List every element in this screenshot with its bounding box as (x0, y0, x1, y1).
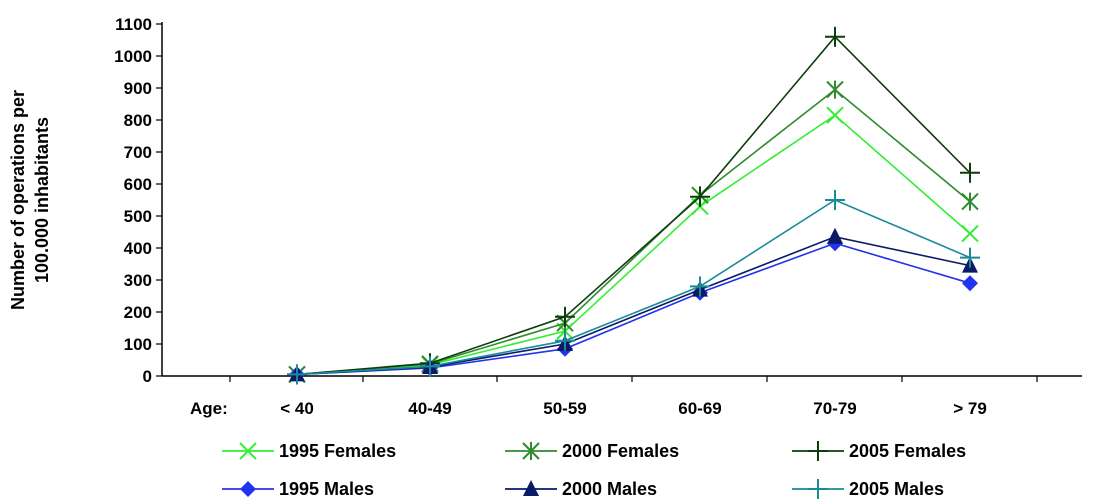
x-tick-label: 60-69 (678, 399, 721, 418)
y-tick-label: 0 (143, 367, 152, 386)
series-2005-females (287, 26, 980, 385)
legend-entry-2000-males: 2000 Males (505, 479, 657, 499)
y-tick-label: 800 (124, 111, 152, 130)
axes (161, 22, 1082, 377)
y-tick-label: 700 (124, 143, 152, 162)
series-2005-males (287, 190, 980, 385)
data-point (825, 190, 845, 210)
x-tick-label: > 79 (953, 399, 987, 418)
data-point (962, 275, 978, 292)
data-point (420, 356, 440, 377)
y-tick-label: 300 (124, 271, 152, 290)
x-tick-label: 70-79 (813, 399, 856, 418)
data-point (827, 227, 843, 244)
data-point (825, 26, 845, 47)
series-line (296, 199, 971, 376)
legend-marker (522, 442, 540, 460)
y-tick-label: 100 (124, 335, 152, 354)
legend-entry-2005-females: 2005 Females (792, 441, 966, 461)
series-line (296, 242, 971, 376)
x-tick-label: 40-49 (408, 399, 451, 418)
legend-entry-2005-males: 2005 Males (792, 479, 944, 499)
data-point (961, 192, 979, 211)
y-axis-label: Number of operations per 100.000 inhabit… (8, 90, 52, 310)
legend-marker (808, 441, 828, 461)
y-tick-label: 500 (124, 207, 152, 226)
y-axis-label-line-1: Number of operations per (8, 90, 28, 310)
y-tick-label: 600 (124, 175, 152, 194)
series-2000-males (289, 227, 978, 382)
y-axis-label-line-2: 100.000 inhabitants (32, 117, 52, 283)
legend-entry-1995-males: 1995 Males (222, 479, 374, 499)
legend-label: 1995 Females (279, 441, 396, 461)
data-point (555, 330, 575, 351)
y-tick-label: 1100 (115, 15, 152, 34)
data-point (690, 186, 710, 207)
series-line (296, 88, 971, 376)
legend-label: 2000 Males (562, 479, 657, 499)
legend-label: 2005 Males (849, 479, 944, 499)
y-tick-label: 900 (124, 79, 152, 98)
y-tick-label: 1000 (114, 47, 152, 66)
y-tick-label: 400 (124, 239, 152, 258)
legend-marker (240, 481, 256, 497)
legend-entry-1995-females: 1995 Females (222, 441, 396, 461)
legend-marker (808, 479, 828, 499)
x-tick-label: 50-59 (543, 399, 586, 418)
legend-label: 1995 Males (279, 479, 374, 499)
legend-label: 2005 Females (849, 441, 966, 461)
legend-entry-2000-females: 2000 Females (505, 441, 679, 461)
data-point (826, 80, 844, 99)
data-point (961, 224, 979, 243)
x-tick-label: < 40 (280, 399, 314, 418)
legend-marker (523, 480, 539, 496)
data-point (690, 276, 710, 297)
series-line (296, 35, 971, 376)
legend-label: 2000 Females (562, 441, 679, 461)
y-tick-label: 200 (124, 303, 152, 322)
data-point (555, 306, 575, 327)
data-point (960, 247, 980, 268)
series-2000-females (288, 80, 979, 384)
x-axis-ticks: < 40 40-49 50-59 60-69 70-79 > 79 (229, 376, 1038, 418)
data-point (960, 162, 980, 183)
x-axis-prefix: Age: (190, 399, 228, 418)
legend: 1995 Females 2000 Females 2005 Females 1995… (222, 441, 966, 499)
series-layer (287, 26, 980, 385)
data-point (287, 364, 307, 385)
y-axis-ticks: 0 100 200 300 400 500 600 700 800 900 1000 1100 (114, 15, 162, 386)
data-point (826, 106, 844, 124)
legend-marker (239, 442, 257, 460)
